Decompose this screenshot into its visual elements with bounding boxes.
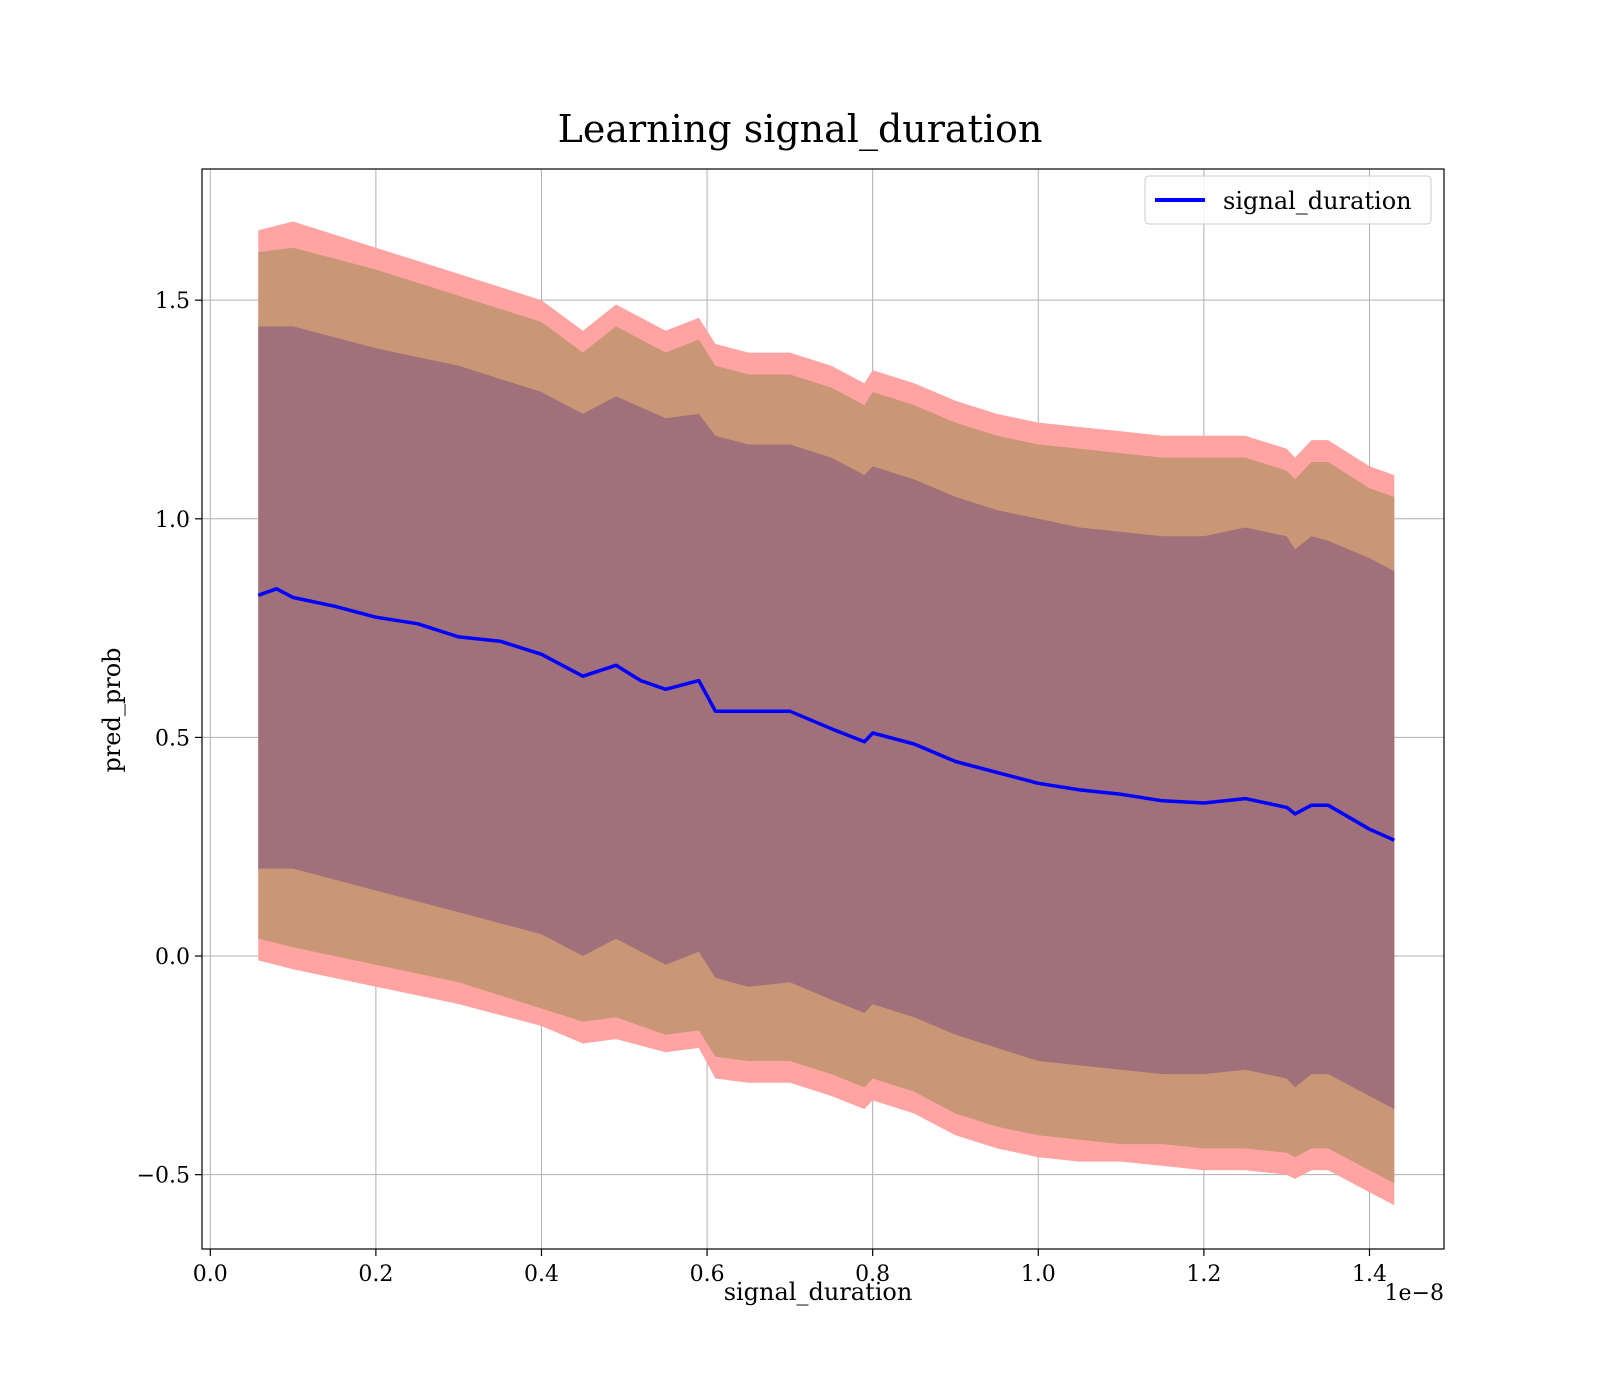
tick-layer: 0.0 0.2 0.4 0.6 0.8 1.0 1.2 1.4 −0.5 0.0 0.5 1.0 1.5 <box>137 289 1387 1287</box>
chart-title: Learning signal_duration <box>558 107 1043 152</box>
line-layer <box>257 587 1396 842</box>
legend: signal_duration <box>1144 175 1432 225</box>
y-tick-label: −0.5 <box>137 1164 190 1189</box>
x-tick-label: 1.0 <box>1021 1262 1056 1287</box>
x-tick-label: 0.2 <box>358 1262 393 1287</box>
y-tick-label: 1.5 <box>155 289 190 314</box>
x-tick-label: 0.0 <box>193 1262 228 1287</box>
confidence-band-inner <box>258 326 1395 1110</box>
legend-box <box>1144 175 1432 225</box>
series-line-signal-duration <box>257 587 1396 842</box>
y-tick-label: 1.0 <box>155 508 190 533</box>
legend-entry-signal-duration: signal_duration <box>1223 187 1412 215</box>
y-tick-label: 0.0 <box>155 945 190 970</box>
x-tick-label: 0.6 <box>690 1262 725 1287</box>
plot-frame <box>201 168 1445 1250</box>
x-tick-label: 1.4 <box>1352 1262 1387 1287</box>
x-tick-label: 0.8 <box>855 1262 890 1287</box>
y-tick-label: 0.5 <box>155 726 190 751</box>
band-layer <box>258 221 1395 1206</box>
x-tick-label: 0.4 <box>524 1262 559 1287</box>
x-offset-label: 1e−8 <box>1385 1281 1444 1306</box>
x-tick-label: 1.2 <box>1186 1262 1221 1287</box>
y-axis-label: pred_prob <box>98 647 126 772</box>
x-axis-label: signal_duration <box>724 1278 913 1306</box>
